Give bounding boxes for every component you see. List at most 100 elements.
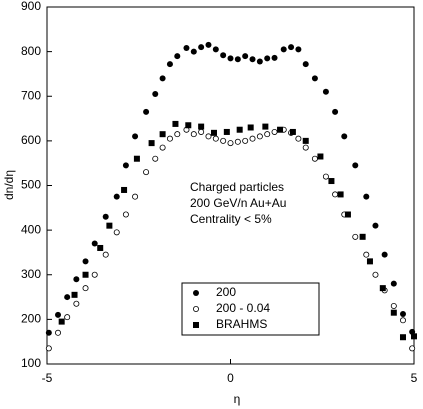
point — [212, 135, 219, 142]
point — [242, 53, 249, 60]
point — [399, 311, 406, 318]
legend-label: 200 - 0.04 — [216, 301, 270, 315]
point — [227, 140, 234, 147]
point — [113, 229, 120, 236]
point — [82, 271, 89, 278]
point — [322, 173, 329, 180]
x-tick-label: -5 — [42, 371, 53, 385]
y-tick-label: 300 — [21, 267, 41, 281]
point — [328, 178, 335, 185]
point — [166, 61, 173, 68]
point — [289, 128, 296, 135]
point — [122, 162, 129, 169]
annotation: Charged particles — [190, 180, 284, 194]
point — [97, 244, 104, 251]
point — [102, 213, 109, 220]
point — [372, 222, 379, 229]
point — [106, 222, 113, 229]
point — [390, 302, 397, 309]
point — [212, 46, 219, 53]
y-tick-label: 200 — [21, 312, 41, 326]
point — [234, 138, 241, 145]
legend-box — [181, 282, 320, 336]
point — [311, 75, 318, 82]
point — [121, 186, 128, 193]
point — [295, 135, 302, 142]
point — [242, 137, 249, 144]
point — [332, 108, 339, 115]
point — [390, 280, 397, 287]
point — [220, 52, 227, 59]
point — [271, 54, 278, 61]
point — [409, 345, 416, 352]
legend-label: BRAHMS — [216, 317, 267, 331]
point — [411, 333, 417, 340]
point — [332, 191, 339, 198]
point — [102, 251, 109, 258]
point — [322, 88, 329, 95]
legend-label: 200 — [216, 285, 236, 299]
point — [198, 44, 205, 51]
point — [152, 91, 159, 98]
point — [174, 53, 181, 60]
annotation: Centrality < 5% — [190, 212, 272, 226]
point — [295, 46, 302, 53]
point — [183, 45, 190, 52]
point — [58, 318, 65, 325]
point — [205, 133, 212, 140]
point — [159, 131, 166, 138]
legend-marker — [192, 305, 199, 312]
point — [198, 123, 205, 130]
point — [337, 191, 344, 198]
x-tick-label: 0 — [227, 371, 234, 385]
point — [247, 124, 254, 131]
point — [64, 314, 71, 321]
point — [264, 55, 271, 62]
point — [132, 133, 139, 140]
point — [341, 133, 348, 140]
point — [148, 140, 155, 147]
point — [363, 193, 370, 200]
point — [234, 56, 241, 63]
legend-marker — [193, 290, 199, 296]
point — [352, 233, 359, 240]
point — [249, 135, 256, 142]
point — [82, 285, 89, 292]
point — [223, 128, 230, 135]
point — [205, 41, 212, 48]
point — [210, 129, 217, 136]
point — [271, 128, 278, 135]
point — [302, 61, 309, 68]
point — [174, 131, 181, 138]
y-tick-label: 500 — [21, 178, 41, 192]
point — [288, 44, 295, 51]
y-tick-label: 100 — [21, 356, 41, 370]
point — [249, 56, 256, 63]
point — [363, 251, 370, 258]
point — [379, 285, 386, 292]
point — [366, 258, 373, 265]
legend-marker — [193, 322, 199, 328]
point — [190, 131, 197, 138]
point — [381, 251, 388, 258]
point — [302, 137, 309, 144]
y-tick-label: 800 — [21, 44, 41, 58]
point — [82, 258, 89, 265]
point — [143, 169, 150, 176]
annotation: 200 GeV/n Au+Au — [190, 196, 286, 210]
point — [344, 211, 351, 218]
point — [220, 137, 227, 144]
point — [55, 311, 62, 318]
y-axis-label: dn/dη — [2, 170, 16, 200]
point — [277, 126, 284, 133]
point — [143, 108, 150, 115]
point — [113, 193, 120, 200]
point — [227, 55, 234, 62]
point — [55, 329, 62, 336]
point — [311, 155, 318, 162]
point — [91, 271, 98, 278]
point — [352, 162, 359, 169]
point — [302, 144, 309, 151]
point — [190, 48, 197, 55]
